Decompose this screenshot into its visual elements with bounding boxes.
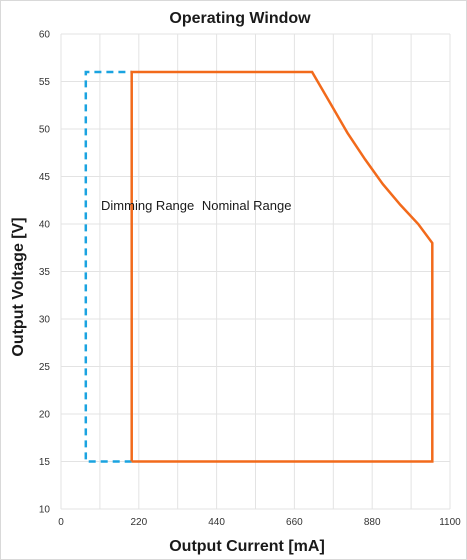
y-tick-label: 55 (39, 77, 51, 88)
dimming-range-line (84, 70, 132, 463)
y-tick-label: 35 (39, 267, 51, 278)
y-tick-label: 60 (39, 30, 51, 41)
y-tick-label: 40 (39, 220, 51, 231)
x-tick-label: 880 (364, 517, 381, 528)
chart-title: Operating Window (169, 10, 311, 27)
y-tick-label: 50 (39, 125, 51, 136)
x-tick-label: 220 (130, 517, 147, 528)
y-tick-label: 25 (39, 362, 51, 373)
x-tick-label: 1100 (439, 517, 461, 528)
y-tick-label: 20 (39, 410, 51, 421)
y-tick-label: 10 (39, 505, 51, 516)
y-tick-label: 45 (39, 172, 51, 183)
y-tick-label: 15 (39, 457, 51, 468)
x-tick-label: 660 (286, 517, 303, 528)
y-tick-label: 30 (39, 315, 51, 326)
series-layer (84, 70, 434, 463)
y-axis-label: Output Voltage [V] (10, 217, 27, 356)
annotation-nominal-range: Nominal Range (202, 198, 292, 213)
x-axis-label: Output Current [mA] (169, 538, 325, 555)
ticks-layer: 0 220 440 660 880 1100 10 15 20 25 30 35 40 45 50 55 60 (39, 30, 461, 529)
annotation-layer: Dimming Range Nominal Range (101, 198, 291, 213)
nominal-range-line (130, 70, 434, 463)
x-tick-label: 440 (208, 517, 225, 528)
grid-layer (60, 33, 451, 510)
annotation-dimming-range: Dimming Range (101, 198, 194, 213)
x-tick-label: 0 (58, 517, 64, 528)
